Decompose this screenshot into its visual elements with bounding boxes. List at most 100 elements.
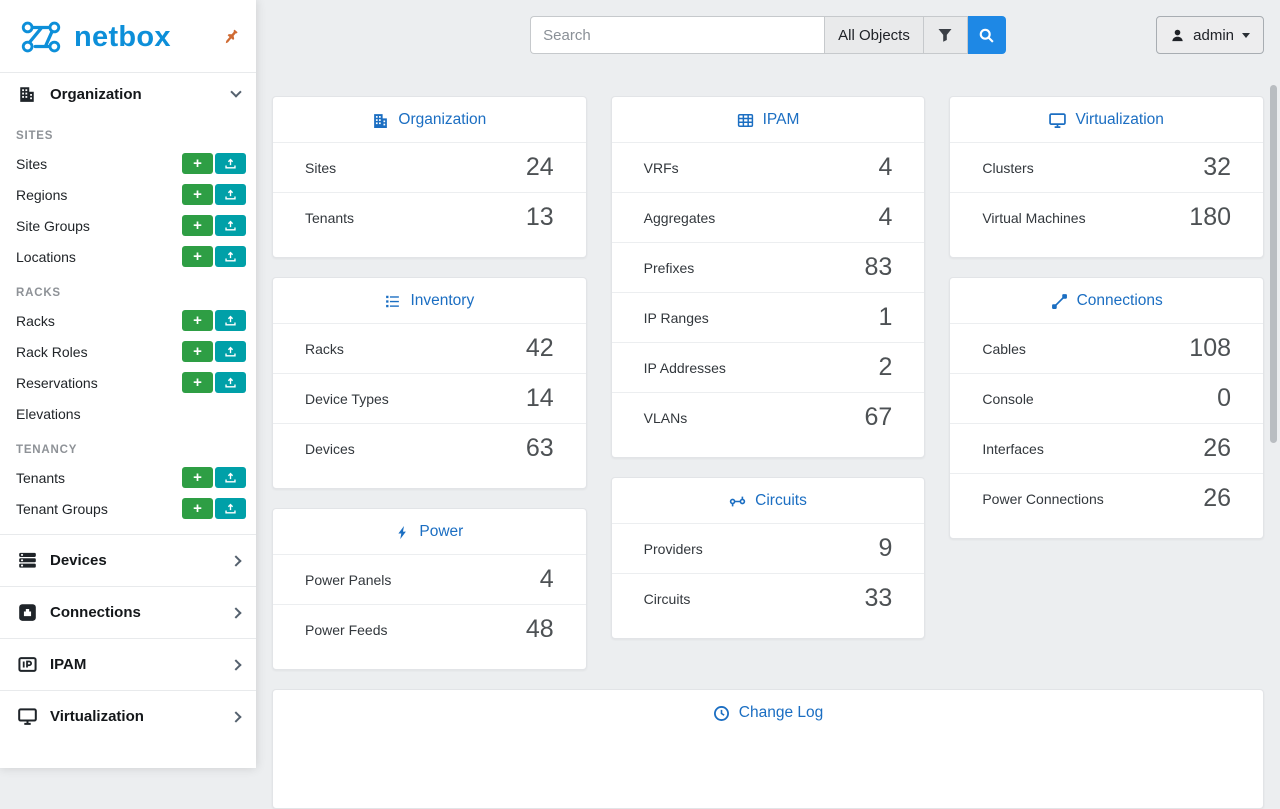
sidebar-item-reservations[interactable]: Reservations + [0,367,256,398]
sidebar-item-ipam[interactable]: IPAM [0,638,256,690]
sidebar-item-label[interactable]: Tenants [16,469,66,486]
stat-value[interactable]: 9 [878,534,893,562]
import-button[interactable] [215,246,246,267]
sidebar-item-label[interactable]: Racks [16,312,55,329]
import-button[interactable] [215,184,246,205]
object-type-select[interactable]: All Objects [824,16,924,54]
stat-value[interactable]: 48 [525,615,554,643]
stat-link[interactable]: Tenants [305,209,355,226]
add-button[interactable]: + [182,215,213,236]
sidebar-item-tenants[interactable]: Tenants + [0,462,256,493]
card-title[interactable]: Connections [950,278,1263,323]
user-menu[interactable]: admin [1156,16,1264,54]
import-button[interactable] [215,498,246,519]
search-button[interactable] [967,16,1006,54]
stat-link[interactable]: Clusters [982,159,1034,176]
stat-link[interactable]: Power Panels [305,571,392,588]
import-button[interactable] [215,372,246,393]
sidebar-item-connections[interactable]: Connections [0,586,256,638]
stat-value[interactable]: 33 [864,584,893,612]
sidebar-item-rack-roles[interactable]: Rack Roles + [0,336,256,367]
sidebar-item-devices[interactable]: Devices [0,534,256,586]
sidebar-item-elevations[interactable]: Elevations [0,398,256,429]
stat-link[interactable]: Cables [982,340,1026,357]
stat-value[interactable]: 67 [864,403,893,431]
stat-value[interactable]: 180 [1189,203,1232,231]
stat-link[interactable]: Interfaces [982,440,1044,457]
add-button[interactable]: + [182,184,213,205]
stat-value[interactable]: 26 [1203,434,1232,462]
card-title[interactable]: Organization [273,97,586,142]
stat-value[interactable]: 63 [525,434,554,462]
stat-link[interactable]: Racks [305,340,344,357]
stat-link[interactable]: Power Feeds [305,621,388,638]
stat-link[interactable]: VRFs [643,159,679,176]
sidebar-item-label[interactable]: Locations [16,248,76,265]
import-button[interactable] [215,341,246,362]
stat-value[interactable]: 83 [864,253,893,281]
import-button[interactable] [215,310,246,331]
stat-link[interactable]: IP Addresses [643,359,726,376]
add-button[interactable]: + [182,467,213,488]
sidebar-item-racks[interactable]: Racks + [0,305,256,336]
stat-value[interactable]: 26 [1203,484,1232,512]
add-button[interactable]: + [182,310,213,331]
sidebar-section-organization[interactable]: Organization [0,72,256,115]
stat-link[interactable]: Console [982,390,1034,407]
card-title[interactable]: Change Log [273,690,1263,735]
filter-button[interactable] [923,16,968,54]
sidebar-item-sites[interactable]: Sites + [0,148,256,179]
scrollbar[interactable] [1270,85,1277,443]
stat-value[interactable]: 32 [1203,153,1232,181]
pin-icon[interactable] [222,28,240,46]
stat-value[interactable]: 1 [878,303,893,331]
stat-link[interactable]: Prefixes [643,259,695,276]
stat-link[interactable]: Circuits [643,590,691,607]
sidebar-item-tenant-groups[interactable]: Tenant Groups + [0,493,256,524]
card-title[interactable]: Inventory [273,278,586,323]
card-title[interactable]: Power [273,509,586,554]
logo[interactable]: netbox [0,0,256,72]
stat-value[interactable]: 0 [1217,384,1232,412]
stat-value[interactable]: 2 [878,353,893,381]
card-title[interactable]: Virtualization [950,97,1263,142]
stat-link[interactable]: Virtual Machines [982,209,1086,226]
sidebar-item-site-groups[interactable]: Site Groups + [0,210,256,241]
add-button[interactable]: + [182,498,213,519]
stat-value[interactable]: 24 [525,153,554,181]
import-button[interactable] [215,153,246,174]
stat-value[interactable]: 42 [525,334,554,362]
stat-value[interactable]: 14 [525,384,554,412]
add-button[interactable]: + [182,246,213,267]
sidebar-item-regions[interactable]: Regions + [0,179,256,210]
sidebar-item-label[interactable]: Rack Roles [16,343,88,360]
sidebar-item-label[interactable]: Site Groups [16,217,90,234]
card-title[interactable]: Circuits [612,478,925,523]
sidebar-item-label[interactable]: Reservations [16,374,98,391]
stat-link[interactable]: Device Types [305,390,389,407]
search-input[interactable] [530,16,825,54]
stat-link[interactable]: Devices [305,440,355,457]
stat-link[interactable]: Power Connections [982,490,1104,507]
sidebar-item-locations[interactable]: Locations + [0,241,256,272]
add-button[interactable]: + [182,341,213,362]
add-button[interactable]: + [182,153,213,174]
card-title[interactable]: IPAM [612,97,925,142]
stat-value[interactable]: 13 [525,203,554,231]
sidebar-item-label[interactable]: Regions [16,186,68,203]
stat-link[interactable]: Aggregates [643,209,716,226]
add-button[interactable]: + [182,372,213,393]
sidebar-item-virtualization[interactable]: Virtualization [0,690,256,742]
stat-link[interactable]: VLANs [643,409,688,426]
stat-value[interactable]: 4 [539,565,554,593]
import-button[interactable] [215,467,246,488]
sidebar-item-label[interactable]: Elevations [16,405,81,422]
stat-value[interactable]: 4 [878,153,893,181]
sidebar-item-label[interactable]: Sites [16,155,48,172]
stat-value[interactable]: 4 [878,203,893,231]
sidebar-item-label[interactable]: Tenant Groups [16,500,108,517]
import-button[interactable] [215,215,246,236]
stat-link[interactable]: Sites [305,159,337,176]
stat-value[interactable]: 108 [1189,334,1232,362]
stat-link[interactable]: IP Ranges [643,309,709,326]
